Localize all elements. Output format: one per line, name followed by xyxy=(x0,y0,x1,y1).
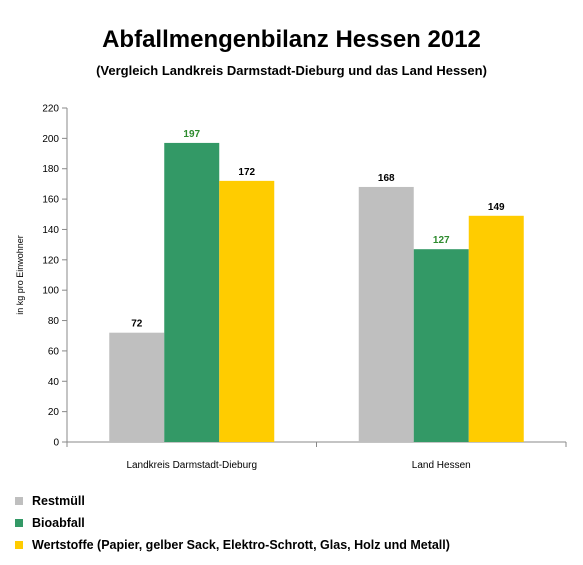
bar xyxy=(164,142,220,442)
legend-label-wertstoffe: Wertstoffe (Papier, gelber Sack, Elektro… xyxy=(32,538,450,552)
x-category-label: Landkreis Darmstadt-Dieburg xyxy=(126,460,257,471)
x-category-label: Land Hessen xyxy=(412,460,471,471)
y-tick-label: 120 xyxy=(42,255,59,266)
data-label: 168 xyxy=(378,173,395,184)
y-tick-label: 20 xyxy=(48,407,60,418)
y-tick-label: 220 xyxy=(42,104,59,115)
y-tick-label: 60 xyxy=(48,346,60,357)
bar xyxy=(219,180,275,442)
bar xyxy=(358,186,414,442)
data-label: 197 xyxy=(183,129,200,140)
y-tick-label: 80 xyxy=(48,316,60,327)
y-tick-label: 200 xyxy=(42,134,59,145)
y-tick-label: 180 xyxy=(42,164,59,175)
legend-label-bioabfall: Bioabfall xyxy=(32,516,85,530)
bar xyxy=(109,332,165,442)
data-label: 172 xyxy=(238,167,255,178)
legend-swatch-wertstoffe xyxy=(15,541,23,549)
data-label: 149 xyxy=(488,202,505,213)
bar xyxy=(468,215,524,442)
y-tick-label: 160 xyxy=(42,195,59,206)
chart-title: Abfallmengenbilanz Hessen 2012 xyxy=(102,26,481,53)
y-axis-label: in kg pro Einwohner xyxy=(15,235,25,315)
legend-swatch-bioabfall xyxy=(15,519,23,527)
chart-subtitle: (Vergleich Landkreis Darmstadt-Dieburg u… xyxy=(96,63,487,78)
bar-chart-plot: 0 20 40 60 80 100 120 140 160 180 200 220 72 197 172 La… xyxy=(15,104,567,471)
data-label: 72 xyxy=(131,319,143,330)
bar xyxy=(413,249,469,442)
y-tick-label: 0 xyxy=(53,438,59,449)
legend-label-restmuell: Restmüll xyxy=(32,494,85,508)
legend-swatch-restmuell xyxy=(15,497,23,505)
data-label: 127 xyxy=(433,235,450,246)
y-tick-label: 140 xyxy=(42,225,59,236)
y-tick-label: 100 xyxy=(42,286,59,297)
y-tick-label: 40 xyxy=(48,377,60,388)
